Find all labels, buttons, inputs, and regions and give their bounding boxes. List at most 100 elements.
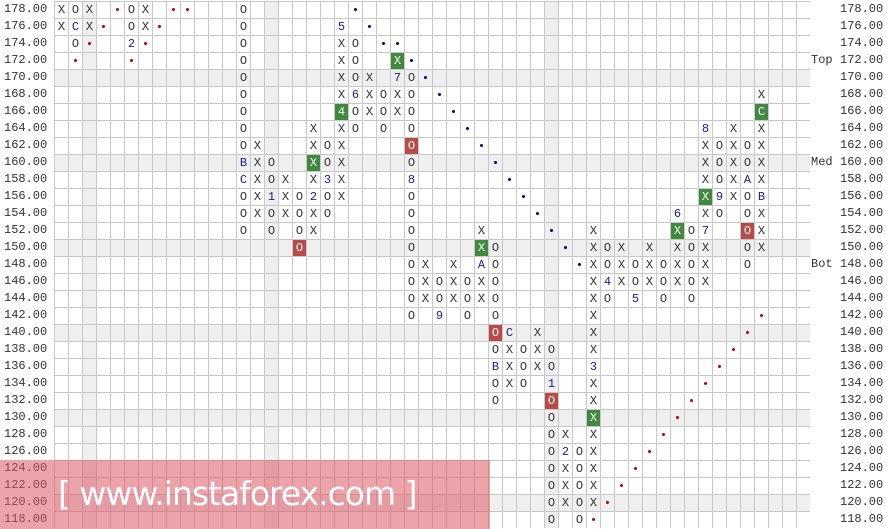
- o-box: O: [323, 139, 332, 153]
- month-marker: 4: [335, 104, 348, 120]
- price-label-left: 140.00: [4, 325, 48, 339]
- trendline-dot: [690, 399, 693, 402]
- x-box: X: [57, 20, 66, 34]
- price-label-right: 170.00: [840, 70, 884, 84]
- x-box: X: [589, 258, 598, 272]
- price-label-right: 164.00: [840, 121, 884, 135]
- o-box: O: [743, 207, 752, 221]
- x-box: X: [701, 139, 710, 153]
- o-box: O: [407, 156, 416, 170]
- x-box: X: [337, 37, 346, 51]
- price-label-left: 154.00: [4, 206, 48, 220]
- trendline-dot: [144, 42, 147, 45]
- o-box: O: [71, 37, 80, 51]
- x-box: X: [393, 105, 402, 119]
- x-box: X: [307, 155, 320, 171]
- month-marker: 9: [715, 190, 724, 204]
- o-box: O: [545, 393, 558, 409]
- trendline-dot: [578, 263, 581, 266]
- x-box: X: [57, 3, 66, 17]
- o-box: O: [491, 394, 500, 408]
- o-box: O: [687, 224, 696, 238]
- price-label-left: 130.00: [4, 410, 48, 424]
- price-label-right: 120.00: [840, 495, 884, 509]
- trendline-dot: [172, 8, 175, 11]
- price-label-left: 138.00: [4, 342, 48, 356]
- price-label-right: 142.00: [840, 308, 884, 322]
- trendline-dot: [88, 42, 91, 45]
- month-marker: C: [505, 326, 514, 340]
- month-marker: B: [491, 360, 500, 374]
- price-label-right: 138.00: [840, 342, 884, 356]
- trendline-dot: [676, 416, 679, 419]
- trendline-dot: [606, 501, 609, 504]
- o-box: O: [239, 139, 248, 153]
- x-box: X: [701, 207, 710, 221]
- trendline-dot: [592, 518, 595, 521]
- price-label-left: 174.00: [4, 36, 48, 50]
- x-box: X: [589, 394, 598, 408]
- price-label-right: 126.00: [840, 444, 884, 458]
- chart-grid: [54, 1, 810, 528]
- o-box: O: [603, 241, 612, 255]
- o-box: O: [659, 292, 668, 306]
- month-marker: A: [743, 173, 752, 187]
- o-box: O: [351, 37, 360, 51]
- trendline-dot: [368, 25, 371, 28]
- trendline-dot: [536, 212, 539, 215]
- x-box: X: [337, 122, 346, 136]
- x-box: X: [701, 258, 710, 272]
- x-box: X: [253, 207, 262, 221]
- x-box: X: [729, 139, 738, 153]
- month-marker: C: [755, 104, 768, 120]
- price-label-right: 146.00: [840, 274, 884, 288]
- x-box: X: [281, 190, 290, 204]
- x-box: X: [365, 88, 374, 102]
- price-label-left: 172.00: [4, 53, 48, 67]
- x-box: X: [141, 3, 150, 17]
- x-box: X: [645, 275, 654, 289]
- o-box: O: [435, 292, 444, 306]
- x-box: X: [449, 275, 458, 289]
- x-box: X: [281, 207, 290, 221]
- o-box: O: [575, 513, 584, 527]
- trendline-dot: [620, 484, 623, 487]
- x-box: X: [421, 275, 430, 289]
- o-box: O: [407, 241, 416, 255]
- price-label-right: 166.00: [840, 104, 884, 118]
- x-box: X: [645, 241, 654, 255]
- x-box: X: [561, 428, 570, 442]
- o-box: O: [519, 360, 528, 374]
- x-box: X: [449, 292, 458, 306]
- trendline-dot: [704, 382, 707, 385]
- o-box: O: [519, 377, 528, 391]
- x-box: X: [645, 258, 654, 272]
- price-label-right: 122.00: [840, 478, 884, 492]
- o-box: O: [491, 309, 500, 323]
- price-label-right: 158.00: [840, 172, 884, 186]
- x-box: X: [141, 20, 150, 34]
- x-box: X: [561, 462, 570, 476]
- month-marker: 2: [309, 190, 318, 204]
- price-label-right: 150.00: [840, 240, 884, 254]
- price-label-left: 136.00: [4, 359, 48, 373]
- o-box: O: [547, 513, 556, 527]
- x-box: X: [309, 224, 318, 238]
- x-box: X: [475, 240, 488, 256]
- o-box: O: [407, 190, 416, 204]
- o-box: O: [491, 258, 500, 272]
- x-box: X: [617, 258, 626, 272]
- x-box: X: [757, 241, 766, 255]
- x-box: X: [699, 189, 712, 205]
- x-box: X: [391, 53, 404, 69]
- x-box: X: [309, 173, 318, 187]
- x-box: X: [757, 156, 766, 170]
- o-box: O: [491, 377, 500, 391]
- x-box: X: [729, 122, 738, 136]
- o-box: O: [547, 479, 556, 493]
- o-box: O: [687, 275, 696, 289]
- month-marker: B: [757, 190, 766, 204]
- price-label-right: 152.00: [840, 223, 884, 237]
- o-box: O: [575, 479, 584, 493]
- x-box: X: [365, 71, 374, 85]
